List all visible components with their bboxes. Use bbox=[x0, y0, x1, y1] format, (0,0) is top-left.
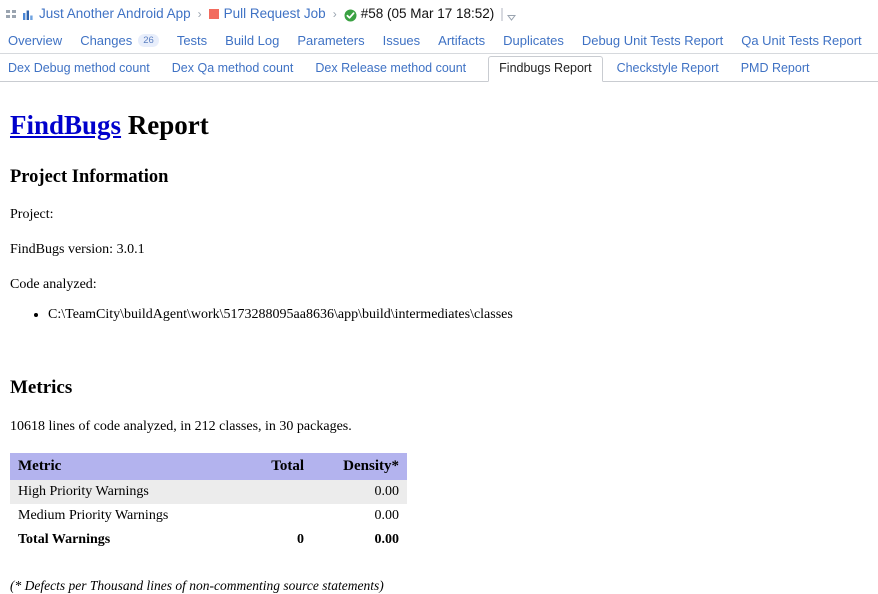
page-title: FindBugs Report bbox=[10, 110, 868, 141]
tab-qa-unit-tests-report[interactable]: Qa Unit Tests Report bbox=[741, 33, 861, 48]
table-row: Total Warnings 0 0.00 bbox=[10, 528, 407, 552]
tab-changes-badge: 26 bbox=[138, 33, 159, 47]
breadcrumb-project-link[interactable]: Just Another Android App bbox=[39, 6, 191, 21]
green-check-icon bbox=[344, 9, 357, 22]
table-footnote: (* Defects per Thousand lines of non-com… bbox=[10, 578, 384, 593]
tab-dex-release-method-count[interactable]: Dex Release method count bbox=[315, 61, 466, 81]
findbugs-version-label: FindBugs version: 3.0.1 bbox=[10, 242, 145, 257]
tab-pmd-report[interactable]: PMD Report bbox=[741, 61, 810, 81]
secondary-tab-bar: Dex Debug method count Dex Qa method cou… bbox=[0, 54, 878, 82]
tab-dex-qa-method-count-label: Dex Qa method count bbox=[171, 61, 294, 75]
cell-metric: Total Warnings bbox=[18, 532, 111, 547]
column-header-total: Total bbox=[242, 453, 312, 480]
tab-parameters[interactable]: Parameters bbox=[297, 33, 364, 48]
tab-debug-unit-tests-report-label: Debug Unit Tests Report bbox=[581, 32, 724, 48]
tab-findbugs-report[interactable]: Findbugs Report bbox=[488, 56, 603, 82]
cell-metric: Medium Priority Warnings bbox=[18, 508, 169, 523]
metrics-table: Metric Total Density* High Priority Warn… bbox=[10, 453, 407, 552]
tab-build-log-label: Build Log bbox=[225, 32, 280, 48]
cell-density: 0.00 bbox=[374, 532, 400, 547]
tab-checkstyle-report[interactable]: Checkstyle Report bbox=[617, 61, 719, 81]
tab-pmd-report-label: PMD Report bbox=[740, 61, 810, 75]
tab-dex-qa-method-count[interactable]: Dex Qa method count bbox=[172, 61, 294, 81]
table-row: High Priority Warnings 0.00 bbox=[10, 480, 407, 504]
page-title-rest: Report bbox=[121, 110, 209, 140]
tab-issues[interactable]: Issues bbox=[383, 33, 421, 48]
tab-duplicates-label: Duplicates bbox=[503, 32, 564, 48]
breadcrumb-pipe: | bbox=[500, 6, 504, 21]
tab-overview-label: Overview bbox=[8, 32, 63, 48]
breadcrumb-build-label: #58 (05 Mar 17 18:52) bbox=[360, 6, 495, 21]
cell-total: 0 bbox=[297, 532, 304, 547]
cell-total bbox=[242, 504, 312, 528]
primary-tab-bar: Overview Changes 26 Tests Build Log Para… bbox=[0, 27, 878, 54]
red-square-icon bbox=[208, 8, 219, 19]
tab-findbugs-report-label: Findbugs Report bbox=[499, 61, 592, 75]
table-header-row: Metric Total Density* bbox=[10, 453, 407, 480]
tab-dex-release-method-count-label: Dex Release method count bbox=[315, 61, 467, 75]
tab-dex-debug-method-count[interactable]: Dex Debug method count bbox=[8, 61, 150, 81]
tab-tests[interactable]: Tests bbox=[177, 33, 207, 48]
tab-tests-label: Tests bbox=[176, 32, 208, 48]
tab-artifacts-label: Artifacts bbox=[438, 32, 486, 48]
bar-chart-icon bbox=[22, 9, 35, 22]
tab-checkstyle-report-label: Checkstyle Report bbox=[616, 61, 719, 75]
analyzed-path-list: C:\TeamCity\buildAgent\work\5173288095aa… bbox=[10, 307, 868, 323]
tab-overview[interactable]: Overview bbox=[8, 33, 62, 48]
findbugs-link[interactable]: FindBugs bbox=[10, 110, 122, 140]
tab-parameters-label: Parameters bbox=[297, 32, 365, 48]
tab-debug-unit-tests-report[interactable]: Debug Unit Tests Report bbox=[582, 33, 723, 48]
tab-artifacts[interactable]: Artifacts bbox=[438, 33, 485, 48]
breadcrumb-separator-2: › bbox=[332, 6, 337, 21]
project-information-heading: Project Information bbox=[10, 167, 169, 187]
column-header-metric: Metric bbox=[10, 453, 242, 480]
tab-dex-debug-method-count-label: Dex Debug method count bbox=[8, 61, 150, 75]
breadcrumb-separator-1: › bbox=[197, 6, 202, 21]
tab-qa-unit-tests-report-label: Qa Unit Tests Report bbox=[741, 32, 862, 48]
list-item: C:\TeamCity\buildAgent\work\5173288095aa… bbox=[48, 307, 868, 323]
cell-density: 0.00 bbox=[374, 508, 400, 523]
breadcrumb: Just Another Android App › Pull Request … bbox=[0, 0, 878, 27]
breadcrumb-job-link[interactable]: Pull Request Job bbox=[223, 6, 326, 21]
metrics-heading: Metrics bbox=[10, 377, 73, 398]
tab-duplicates[interactable]: Duplicates bbox=[503, 33, 564, 48]
code-analyzed-label: Code analyzed: bbox=[10, 277, 97, 292]
column-header-density: Density* bbox=[312, 453, 407, 480]
table-row: Medium Priority Warnings 0.00 bbox=[10, 504, 407, 528]
tab-changes[interactable]: Changes 26 bbox=[80, 33, 159, 48]
tab-issues-label: Issues bbox=[382, 32, 421, 48]
project-label: Project: bbox=[10, 207, 54, 222]
grid-icon[interactable] bbox=[6, 9, 17, 20]
tab-build-log[interactable]: Build Log bbox=[225, 33, 279, 48]
findbugs-report-content: FindBugs Report Project Information Proj… bbox=[0, 110, 878, 594]
cell-density: 0.00 bbox=[312, 480, 407, 504]
metrics-summary: 10618 lines of code analyzed, in 212 cla… bbox=[10, 419, 352, 434]
cell-total bbox=[242, 480, 312, 504]
tab-changes-label: Changes bbox=[80, 32, 133, 48]
cell-metric: High Priority Warnings bbox=[10, 480, 242, 504]
chevron-down-icon[interactable] bbox=[506, 10, 516, 21]
